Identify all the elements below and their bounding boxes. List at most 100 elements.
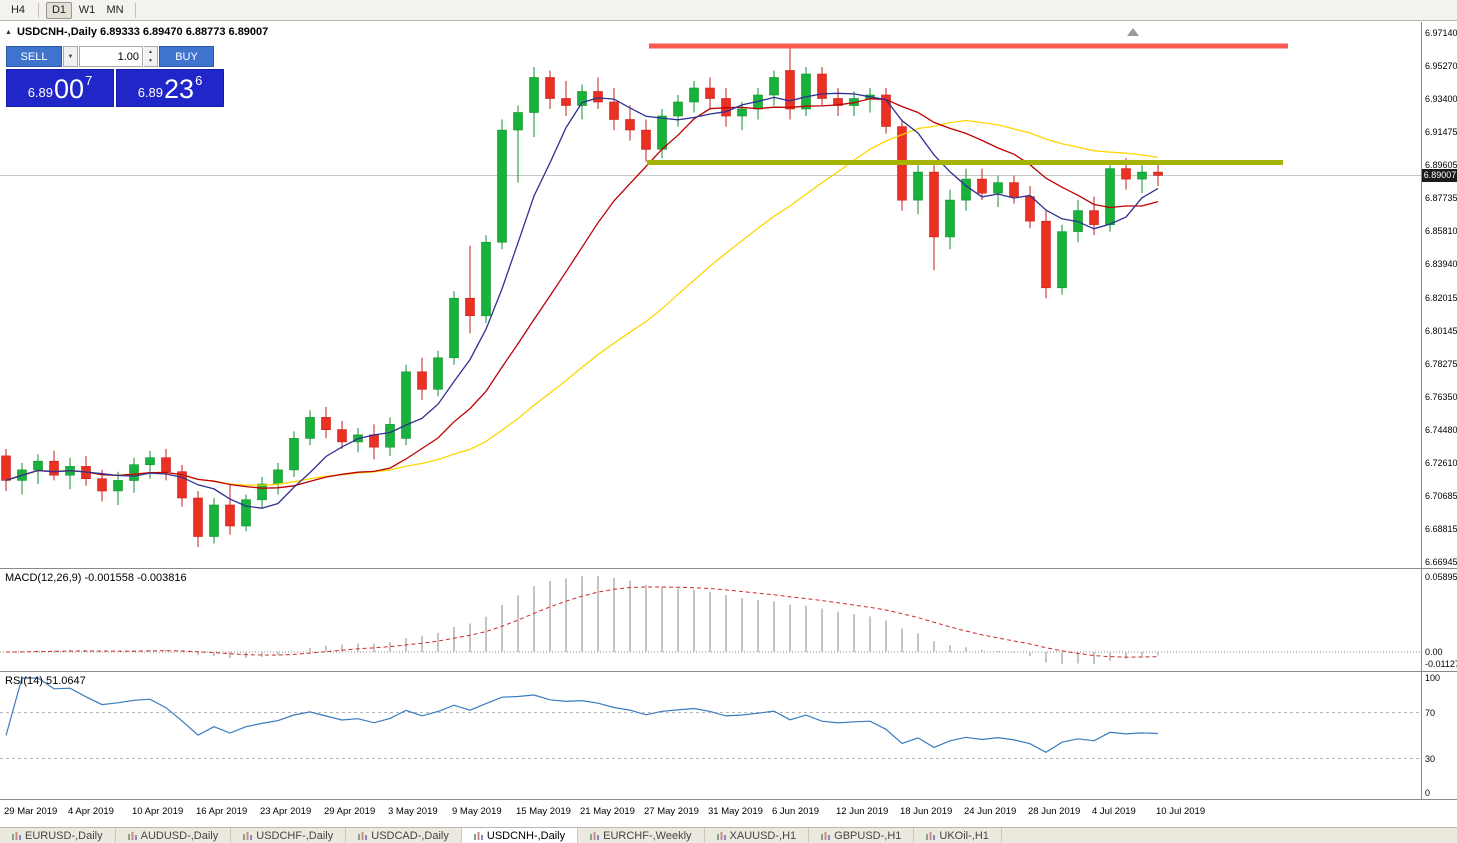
chart-title: ▲ USDCNH-,Daily 6.89333 6.89470 6.88773 … (5, 26, 268, 38)
candle (769, 70, 779, 106)
panel-separator[interactable] (0, 799, 1457, 800)
candle (993, 175, 1003, 208)
rsi-indicator-chart[interactable] (0, 672, 1421, 799)
candle (801, 67, 811, 116)
expand-triangle-icon[interactable]: ▲ (5, 28, 12, 36)
candle (65, 457, 75, 490)
candle (161, 448, 171, 481)
chart-tab-audusd[interactable]: AUDUSD-,Daily (116, 828, 232, 843)
candle (833, 88, 843, 116)
candle (865, 88, 875, 113)
time-axis-label: 29 Mar 2019 (4, 806, 58, 817)
candle (881, 88, 891, 134)
spin-down-icon[interactable]: ▼ (144, 56, 157, 66)
candle (753, 88, 763, 120)
chart-icon (926, 831, 936, 840)
candle (289, 431, 299, 477)
chevron-down-icon: ▼ (67, 53, 74, 60)
price-axis-label: 6.70685 (1425, 491, 1457, 502)
rsi-axis-label: 30 (1425, 753, 1436, 764)
chart-tab-xauusd[interactable]: XAUUSD-,H1 (705, 828, 810, 843)
macd-indicator-chart[interactable] (0, 569, 1421, 671)
candle (241, 494, 251, 532)
chart-shift-marker-icon[interactable] (1127, 28, 1139, 36)
timeframe-button-mn[interactable]: MN (106, 4, 124, 16)
rsi-label: RSI(14) 51.0647 (5, 675, 86, 687)
chart-icon (821, 831, 831, 840)
macd-signal-line (5, 586, 1159, 658)
chart-tab-usdcad[interactable]: USDCAD-,Daily (346, 828, 462, 843)
candle (705, 77, 715, 109)
time-axis-label: 28 Jun 2019 (1028, 806, 1081, 817)
time-axis-label: 21 May 2019 (580, 806, 635, 817)
buy-price-prefix: 6.89 (137, 85, 164, 100)
price-chart-area[interactable]: ▲ USDCNH-,Daily 6.89333 6.89470 6.88773 … (0, 22, 1421, 568)
price-axis[interactable]: 6.97140 6.95270 6.93400 6.91475 6.89605 6.877… (1421, 22, 1457, 568)
candle (321, 406, 331, 439)
candle (609, 88, 619, 131)
chart-tab-gbpusd[interactable]: GBPUSD-,H1 (809, 828, 915, 843)
time-axis-label: 27 May 2019 (644, 806, 699, 817)
candle (145, 450, 155, 479)
rsi-axis-label: 100 (1425, 673, 1441, 683)
buy-button[interactable]: BUY (159, 46, 214, 67)
resistance-line[interactable] (649, 43, 1288, 49)
tab-label: USDCAD-,Daily (371, 829, 449, 842)
macd-panel[interactable]: MACD(12,26,9) -0.001558 -0.003816 (0, 569, 1421, 671)
candle (817, 67, 827, 106)
volume-dropdown-button[interactable]: ▼ (63, 46, 78, 67)
chart-tab-eurchf[interactable]: EURCHF-,Weekly (578, 828, 705, 843)
timeframe-button-d1[interactable]: D1 (46, 1, 72, 19)
price-axis-label: 6.76350 (1425, 392, 1457, 403)
price-axis-label: 6.83940 (1425, 259, 1457, 270)
rsi-line (5, 677, 1159, 753)
candle (1137, 165, 1147, 194)
macd-axis-zero: 0.00 (1425, 647, 1443, 658)
sell-price-display[interactable]: 6.89 00 7 (6, 69, 114, 107)
candle (945, 189, 955, 250)
time-axis-label: 4 Jul 2019 (1092, 806, 1136, 817)
buy-price-display[interactable]: 6.89 23 6 (116, 69, 224, 107)
candle (337, 420, 347, 449)
macd-histogram (21, 576, 1159, 664)
chart-tab-usdcnh[interactable]: USDCNH-,Daily (461, 828, 579, 843)
rsi-panel[interactable]: RSI(14) 51.0647 (0, 672, 1421, 799)
one-click-trading-panel: SELL ▼ ▲ ▼ BUY 6.89 00 7 6.89 23 6 (6, 46, 228, 107)
sell-button[interactable]: SELL (6, 46, 62, 67)
price-axis-label: 6.93400 (1425, 93, 1457, 104)
tab-label: GBPUSD-,H1 (834, 829, 902, 842)
time-axis[interactable]: 29 Mar 2019 4 Apr 2019 10 Apr 2019 16 Apr 2… (0, 800, 1457, 827)
chart-tab-eurusd[interactable]: EURUSD-,Daily (0, 828, 116, 843)
chart-icon (590, 831, 600, 840)
support-line[interactable] (647, 160, 1283, 165)
spin-up-icon[interactable]: ▲ (144, 47, 157, 57)
chart-icon (473, 831, 483, 840)
sell-price-pipette: 7 (85, 73, 93, 88)
time-axis-label: 10 Jul 2019 (1156, 806, 1206, 817)
current-price-tag: 6.89007 (1422, 168, 1457, 182)
timeframe-button-h4[interactable]: H4 (10, 4, 26, 16)
time-axis-label: 18 Jun 2019 (900, 806, 953, 817)
tab-label: USDCNH-,Daily (486, 829, 566, 842)
tab-label: USDCHF-,Daily (256, 829, 334, 842)
volume-input[interactable] (79, 46, 143, 67)
candle (545, 70, 555, 109)
candle (929, 165, 939, 271)
price-axis-label: 6.80145 (1425, 325, 1457, 336)
time-axis-label: 15 May 2019 (516, 806, 571, 817)
candle (273, 462, 283, 495)
candles-layer (1, 44, 1163, 547)
candle (1041, 210, 1051, 299)
timeframe-button-w1[interactable]: W1 (78, 4, 96, 16)
time-axis-label: 23 Apr 2019 (260, 806, 312, 817)
candle (113, 471, 123, 505)
candlestick-chart[interactable] (0, 22, 1421, 568)
panel-separator[interactable] (0, 671, 1457, 672)
candle (1, 448, 11, 491)
panel-separator[interactable] (0, 568, 1457, 569)
candle (737, 102, 747, 131)
chart-tab-ukoil[interactable]: UKOil-,H1 (914, 828, 1002, 843)
chart-tab-usdchf[interactable]: USDCHF-,Daily (231, 828, 347, 843)
candle (225, 484, 235, 535)
candle (1025, 186, 1035, 229)
